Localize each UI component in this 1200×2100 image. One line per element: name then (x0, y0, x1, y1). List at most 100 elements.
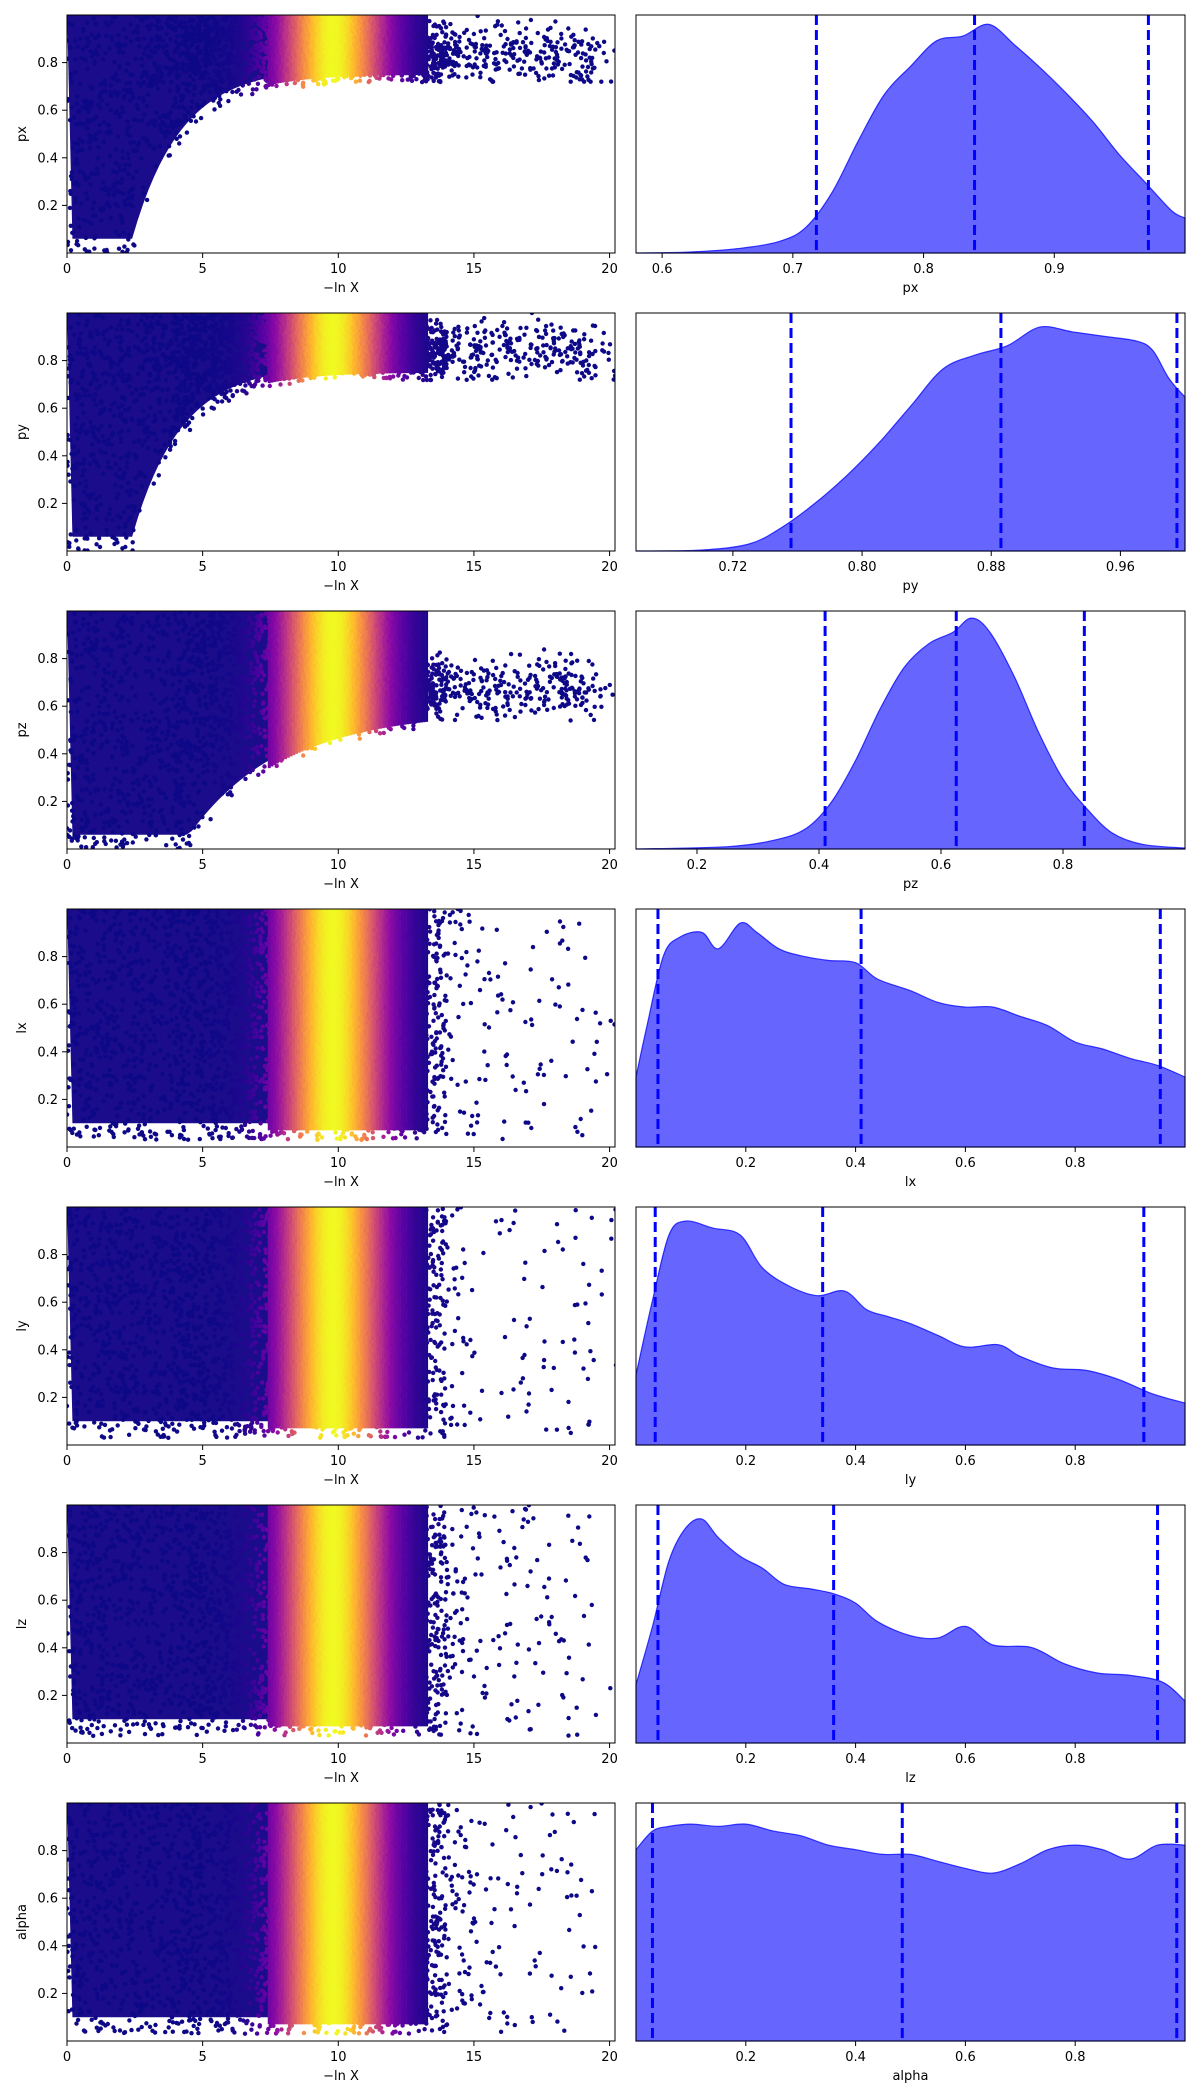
trace-point (70, 145, 76, 151)
trace-point (464, 75, 469, 80)
posterior-x-axis-label: px (903, 281, 919, 296)
trace-point (535, 30, 540, 36)
trace-point (389, 37, 394, 42)
trace-point (579, 371, 585, 376)
trace-point (139, 318, 144, 323)
trace-point (93, 132, 99, 137)
trace-point (421, 49, 427, 54)
trace-point (255, 60, 260, 65)
trace-point (542, 50, 547, 55)
trace-point (440, 30, 445, 35)
trace-point (316, 46, 321, 51)
trace-point (572, 355, 577, 361)
trace-point (332, 371, 337, 377)
trace-point (398, 29, 404, 34)
trace-point (324, 363, 330, 369)
trace-point (578, 360, 583, 365)
trace-point (430, 366, 435, 371)
trace-point (173, 25, 178, 30)
trace-point (395, 19, 401, 24)
trace-point (407, 60, 412, 65)
trace-point (511, 55, 516, 61)
trace-point (367, 33, 372, 39)
trace-point (142, 417, 147, 422)
trace-point (129, 91, 135, 96)
trace-point (489, 330, 494, 336)
trace-point (84, 98, 90, 104)
trace-point (389, 346, 395, 351)
trace-point (217, 93, 222, 99)
trace-point (334, 73, 339, 79)
trace-point (305, 46, 310, 51)
trace-point (152, 60, 157, 66)
trace-point (113, 201, 118, 207)
trace-point (129, 416, 134, 421)
trace-point (183, 377, 188, 383)
trace-point (187, 427, 193, 433)
trace-point (482, 315, 487, 321)
trace-point (307, 313, 313, 316)
trace-point (185, 109, 191, 115)
trace-point (190, 391, 195, 396)
trace-point (355, 55, 360, 60)
trace-point (284, 363, 290, 368)
trace-point (177, 141, 182, 146)
trace-point (495, 327, 500, 333)
trace-point (517, 359, 522, 364)
trace-point (130, 540, 135, 545)
trace-point (127, 353, 133, 359)
trace-point (174, 130, 179, 135)
trace-point (88, 49, 93, 54)
trace-point (511, 64, 517, 69)
trace-point (358, 52, 364, 57)
trace-point (232, 24, 238, 29)
trace-point (95, 52, 101, 57)
trace-point (126, 517, 132, 522)
trace-x-tick-label: 5 (199, 262, 207, 277)
trace-point (485, 54, 490, 60)
trace-point (540, 335, 545, 340)
trace-point (183, 117, 189, 122)
trace-point (90, 206, 95, 211)
trace-point (212, 95, 218, 101)
trace-point (537, 55, 542, 60)
trace-point (267, 332, 272, 337)
trace-point (107, 356, 112, 361)
trace-point (442, 64, 448, 69)
trace-point (68, 45, 73, 50)
trace-point (436, 73, 442, 78)
trace-point (85, 66, 90, 72)
trace-point (121, 230, 126, 235)
trace-point (387, 64, 392, 69)
trace-point (184, 411, 189, 416)
trace-point (130, 95, 135, 101)
trace-point (136, 438, 141, 443)
trace-point (475, 356, 480, 361)
posterior-density-px (635, 23, 1186, 254)
trace-point (209, 51, 214, 56)
trace-point (108, 83, 114, 88)
trace-point (506, 371, 511, 376)
trace-point (310, 30, 315, 36)
trace-point (229, 383, 234, 388)
trace-point (344, 21, 349, 27)
trace-point (456, 324, 461, 329)
trace-point (88, 494, 93, 499)
trace-point (288, 24, 293, 30)
trace-point (121, 87, 127, 93)
trace-point (296, 74, 302, 80)
trace-point (74, 461, 80, 466)
trace-point (555, 58, 560, 64)
trace-point (410, 20, 416, 25)
trace-point (439, 47, 444, 52)
trace-point (404, 56, 409, 61)
trace-point (296, 378, 301, 383)
trace-point (144, 197, 150, 203)
trace-point (512, 52, 517, 57)
trace-point (153, 118, 158, 124)
trace-point (278, 39, 283, 45)
trace-point (558, 368, 563, 373)
trace-point (233, 344, 239, 349)
trace-point (218, 78, 223, 83)
trace-point (464, 377, 469, 382)
